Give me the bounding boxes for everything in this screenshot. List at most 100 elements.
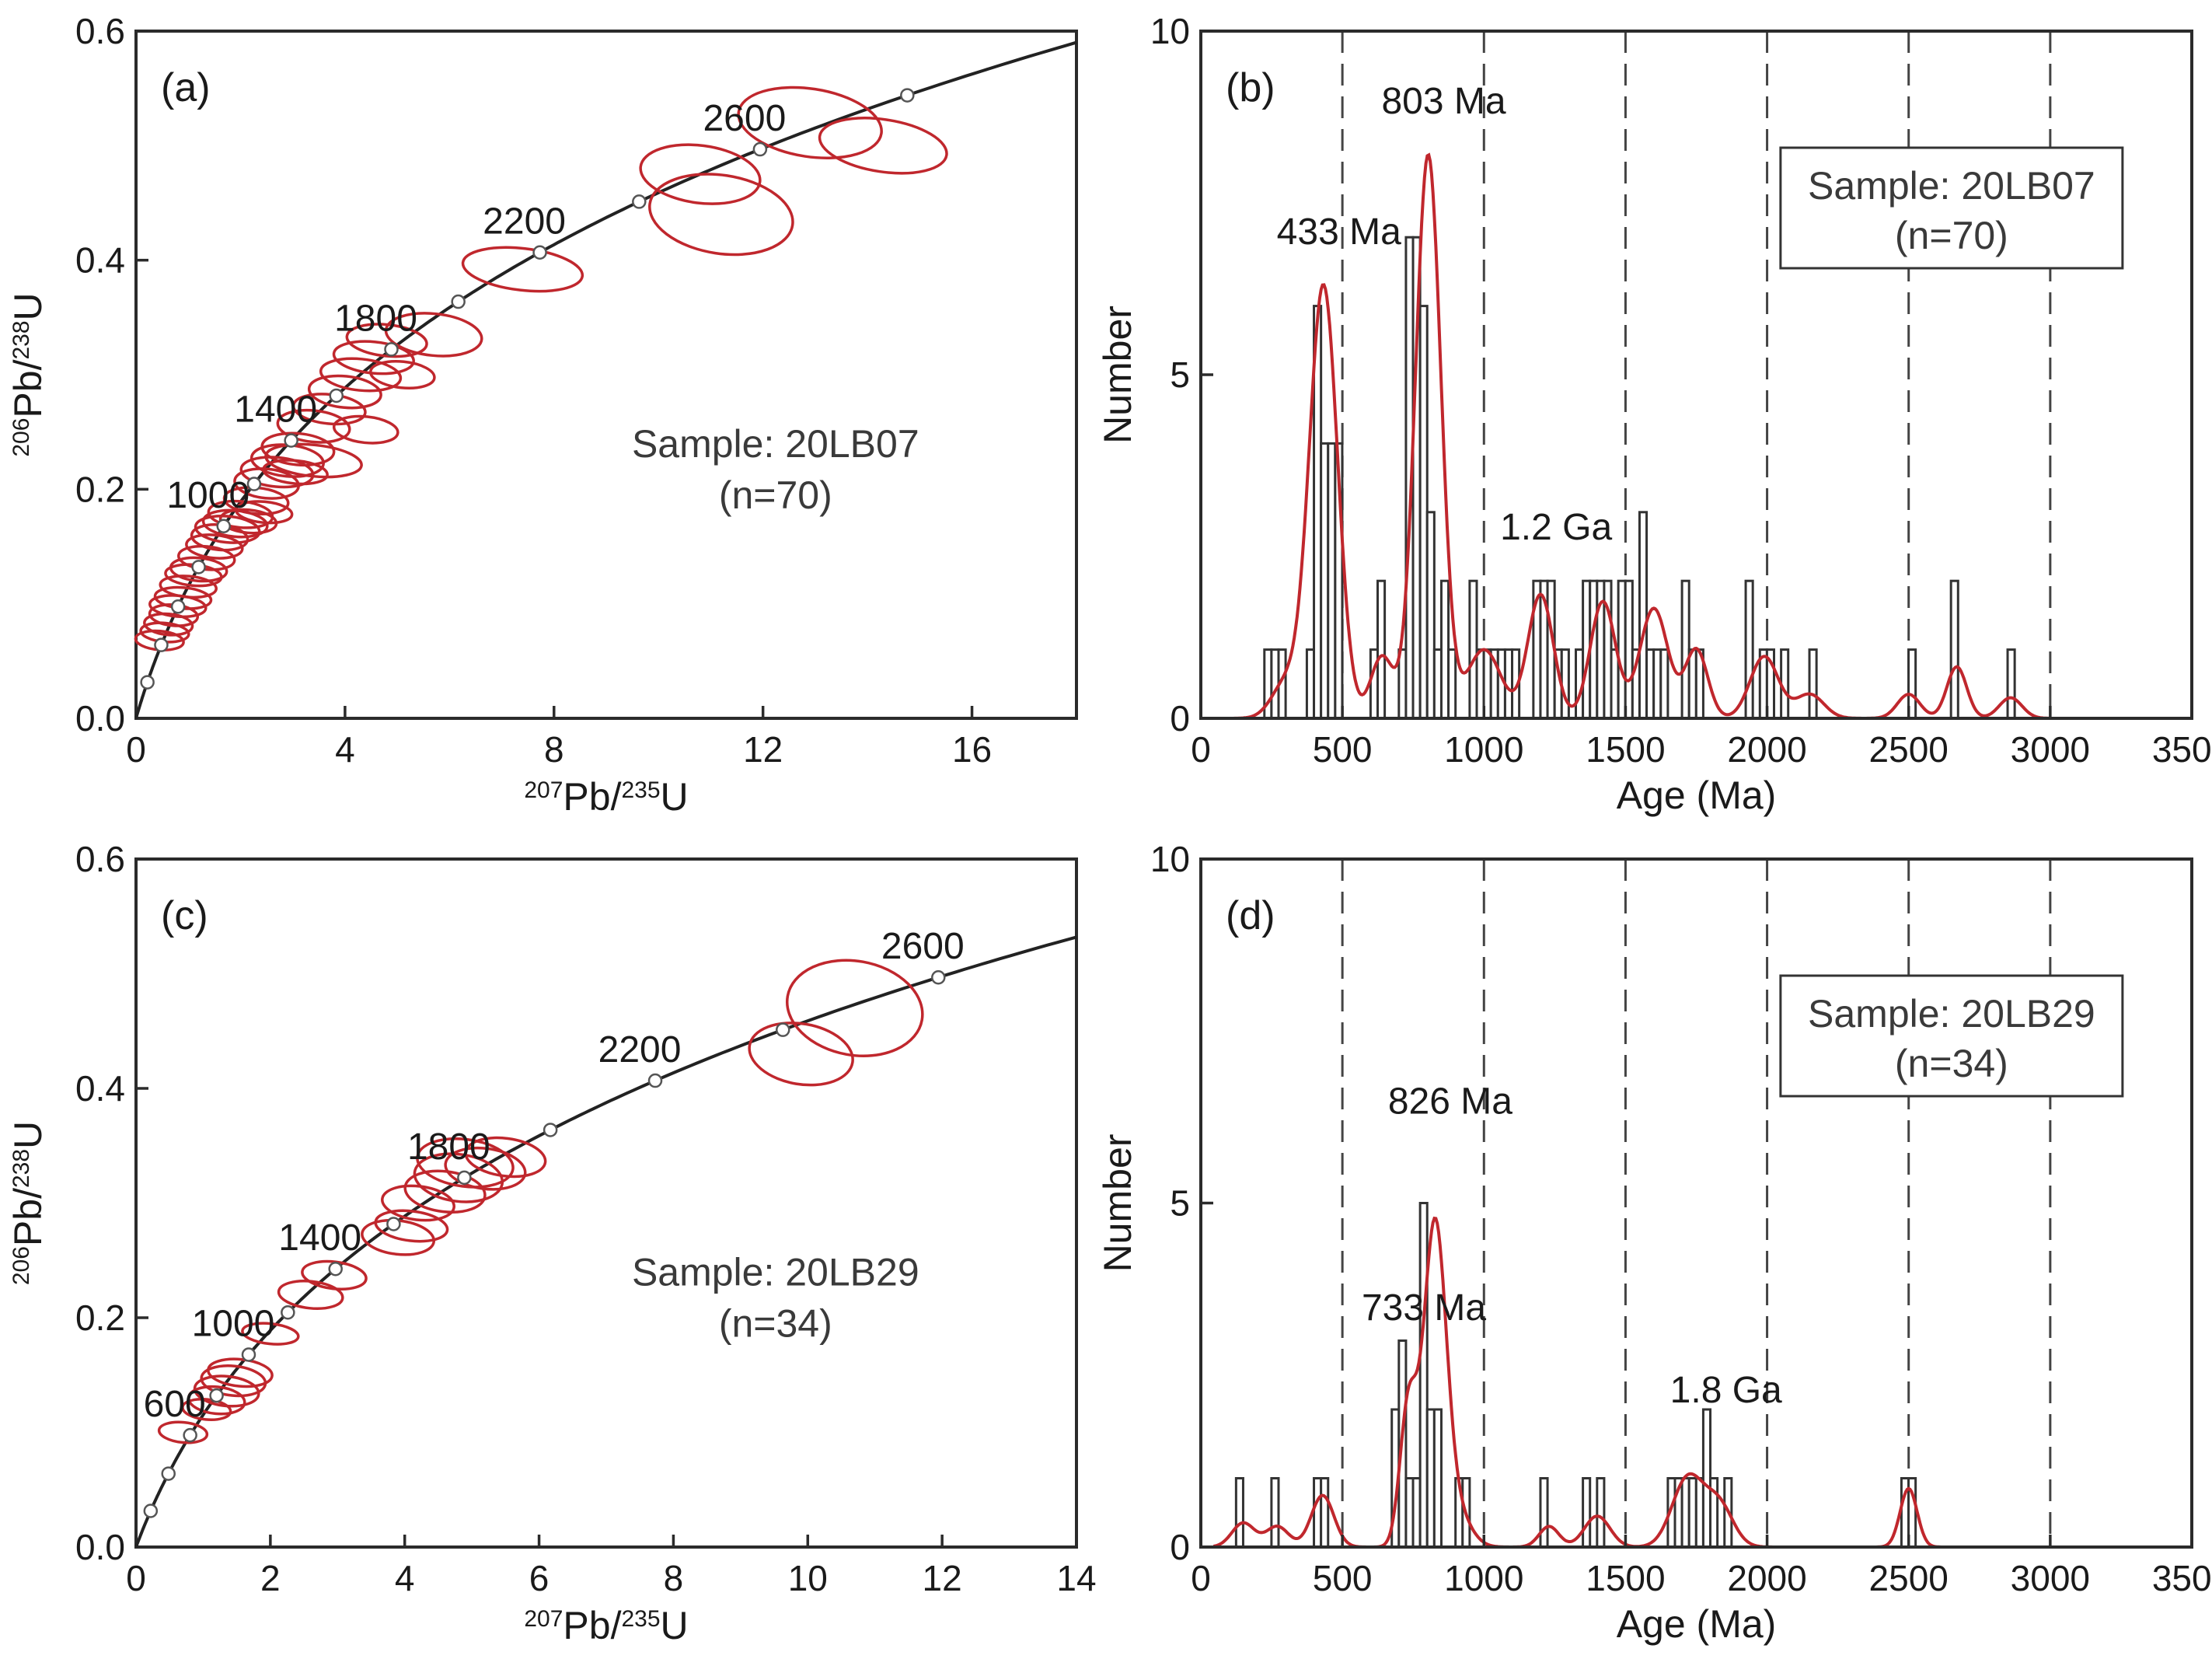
x-tick-label: 16 — [952, 729, 992, 770]
histogram-bar — [1659, 648, 1669, 720]
analysis-ellipse — [262, 459, 329, 486]
x-axis-title: 207Pb/235U — [524, 1604, 688, 1647]
axis-title-superscript: 238 — [9, 320, 34, 359]
analysis-ellipse — [369, 360, 436, 389]
age-marker — [457, 1170, 472, 1186]
histogram-bar — [2006, 648, 2016, 720]
age-marker — [329, 388, 344, 403]
histogram-bar — [1376, 579, 1387, 720]
age-marker — [161, 1466, 176, 1481]
analysis-ellipse — [332, 414, 399, 445]
histogram-bar — [1744, 579, 1754, 720]
plot-frame — [134, 857, 1078, 1549]
age-marker — [183, 1427, 197, 1443]
age-marker — [776, 1022, 790, 1037]
x-tick-label: 0 — [1191, 1558, 1211, 1598]
panel-letter: (b) — [1226, 65, 1275, 110]
y-tick-label: 0.4 — [75, 1068, 125, 1109]
sample-name: Sample: 20LB29 — [1808, 992, 2095, 1036]
panel-c-concordia: 0 2 4 6 8 10 12 14 0.0 0.2 0.4 0.6 (c) 600 1000 1400 180… — [6, 839, 1097, 1647]
sample-count: (n=34) — [719, 1302, 832, 1346]
y-tick-label: 5 — [1170, 355, 1190, 395]
analysis-ellipse — [143, 612, 194, 637]
analysis-ellipse — [444, 1146, 527, 1191]
age-label: 1800 — [334, 298, 417, 339]
panel-letter: (a) — [161, 65, 211, 110]
analysis-ellipse — [785, 959, 924, 1058]
x-tick-label: 8 — [544, 729, 564, 770]
kde-curve — [1229, 152, 2050, 720]
x-tick-label: 4 — [395, 1558, 415, 1598]
analysis-ellipse — [384, 312, 483, 358]
sample-name: Sample: 20LB07 — [632, 422, 919, 466]
peak-label: 826 Ma — [1388, 1081, 1512, 1122]
sample-box — [1779, 146, 2124, 270]
age-marker — [241, 1347, 256, 1362]
x-tick-label: 10 — [788, 1558, 828, 1598]
sample-name: Sample: 20LB29 — [632, 1251, 919, 1294]
age-marker — [143, 1504, 159, 1518]
age-marker — [752, 141, 768, 157]
age-label: 1000 — [166, 475, 249, 516]
analysis-ellipse — [416, 1137, 515, 1189]
concordia-curve — [134, 40, 1077, 719]
age-label: 1800 — [407, 1126, 490, 1168]
age-marker — [154, 637, 169, 652]
y-tick-label: 0.0 — [75, 698, 125, 739]
x-tick-label: 12 — [743, 729, 783, 770]
axis-title-superscript: 235 — [621, 777, 660, 803]
sample-count: (n=70) — [1895, 214, 2008, 257]
concordia-curve — [134, 935, 1077, 1548]
x-tick-label: 8 — [664, 1558, 684, 1598]
histogram-bar — [1539, 1477, 1549, 1549]
age-marker — [386, 1217, 401, 1231]
y-tick-label: 5 — [1170, 1183, 1190, 1224]
x-tick-label: 3000 — [2011, 729, 2090, 770]
axis-title-superscript: 235 — [621, 1606, 660, 1632]
axis-title-superscript: 207 — [524, 777, 563, 803]
x-tick-label: 4 — [335, 729, 355, 770]
sample-count: (n=34) — [1895, 1042, 2008, 1085]
y-tick-label: 0 — [1170, 1527, 1190, 1567]
kde-curve — [1212, 1216, 2050, 1549]
x-tick-label: 2 — [260, 1558, 281, 1598]
histogram-bar — [1808, 648, 1818, 720]
analysis-ellipse — [159, 575, 218, 599]
analysis-ellipse — [413, 1152, 504, 1203]
axis-title-superscript: 206 — [9, 418, 34, 457]
axis-title-base: U — [6, 292, 50, 320]
panel-letter: (d) — [1226, 893, 1275, 938]
panel-a-concordia: 0 4 8 12 16 0.0 0.2 0.4 0.6 (a) 1000 1400 1800 2200 26… — [6, 11, 1078, 819]
x-tick-label: 2500 — [1869, 729, 1949, 770]
y-tick-label: 0 — [1170, 698, 1190, 739]
x-tick-label: 500 — [1313, 729, 1373, 770]
age-marker — [246, 477, 262, 491]
analysis-ellipse — [193, 1374, 260, 1408]
x-tick-label: 500 — [1313, 1558, 1373, 1598]
x-tick-label: 0 — [126, 1558, 146, 1598]
analysis-ellipse — [748, 1022, 854, 1087]
peak-label: 803 Ma — [1381, 81, 1505, 122]
axis-title-superscript: 207 — [524, 1606, 563, 1632]
axis-title-base: Pb/ — [563, 775, 621, 819]
analysis-ellipse — [207, 1357, 274, 1388]
histogram-bar — [1596, 1477, 1606, 1549]
analysis-ellipse — [374, 1209, 449, 1243]
peak-label: 1.2 Ga — [1500, 507, 1612, 548]
histogram-bar — [1582, 1477, 1592, 1549]
analysis-ellipse — [260, 431, 336, 467]
axis-title-superscript: 238 — [9, 1149, 34, 1188]
age-label: 2200 — [598, 1029, 682, 1070]
y-axis-title: Number — [1096, 306, 1139, 444]
sample-count: (n=70) — [719, 473, 832, 517]
peak-label: 1.8 Ga — [1670, 1370, 1782, 1411]
analysis-ellipse — [169, 556, 229, 583]
x-axis-title: Age (Ma) — [1617, 1602, 1777, 1646]
analysis-ellipse — [737, 86, 883, 159]
age-marker — [209, 1388, 224, 1403]
analysis-ellipse — [241, 1322, 300, 1346]
y-tick-label: 0.4 — [75, 240, 125, 281]
